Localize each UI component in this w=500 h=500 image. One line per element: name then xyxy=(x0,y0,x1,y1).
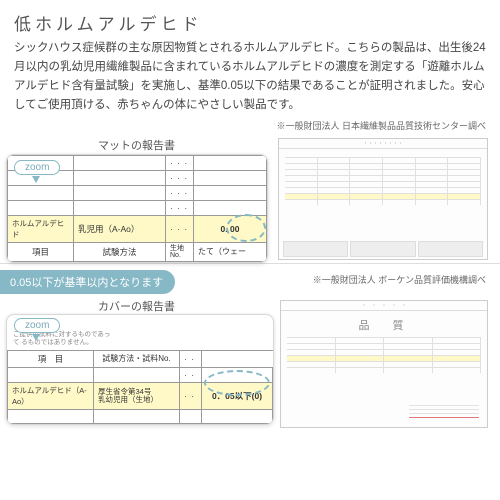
report-label-cover: カバーの報告書 xyxy=(98,298,175,314)
report-section-cover: カバーの報告書 ご提供の試料に対するものであっ て るものではありません。 項 … xyxy=(0,296,500,434)
zoom-arrow-mat xyxy=(32,176,40,183)
zoom-pill-cover[interactable]: zoom xyxy=(14,318,60,333)
thumb-footer xyxy=(283,241,483,257)
body-text: シックハウス症候群の主な原因物質とされるホルムアルデヒド。こちらの製品は、出生後… xyxy=(0,39,500,119)
cell-method-2: 厚生省令第34号 乳幼児用（生地） xyxy=(94,382,180,409)
doc-thumb-cover: ・ ・ ・ ・ ・ 品 質 xyxy=(280,300,488,428)
zoom-arrow-cover xyxy=(32,334,40,341)
thumb-header-2: ・ ・ ・ ・ ・ xyxy=(281,301,487,311)
thumb-title-2: 品 質 xyxy=(281,311,487,335)
thumb-lines xyxy=(409,405,479,421)
cell-substance-2: ホルムアルデヒド（A-Ao） xyxy=(8,382,94,409)
value-circle-cover xyxy=(204,370,270,396)
hdr-item-2: 項 目 xyxy=(8,350,94,367)
value-circle-mat xyxy=(226,214,266,242)
hdr-method-2: 試験方法・試料No. xyxy=(94,350,180,367)
callout-row: 0.05以下が基準以内となります ※一般財団法人 ボーケン品質評価機構調べ xyxy=(0,264,500,296)
zoom-pill-mat[interactable]: zoom xyxy=(14,160,60,175)
report-section-mat: マットの報告書 · · · · · · · · · · · · ホルムアルデヒド… xyxy=(0,134,500,264)
doc-thumb-mat: ・・・・・・・・ xyxy=(278,138,488,260)
threshold-callout: 0.05以下が基準以内となります xyxy=(0,270,175,294)
note-text: ご提供の試料に対するものであっ て るものではありません。 xyxy=(13,331,274,348)
footnote-2: ※一般財団法人 ボーケン品質評価機構調べ xyxy=(313,273,486,286)
hdr-fabric: 生地No. xyxy=(166,242,194,261)
report-label-mat: マットの報告書 xyxy=(98,137,175,153)
hdr-item: 項目 xyxy=(8,242,74,261)
page-title: 低ホルムアルデヒド xyxy=(0,0,500,39)
thumb-table-2 xyxy=(287,337,481,373)
cell-substance: ホルムアルデヒド xyxy=(8,215,74,242)
cell-method: 乳児用（A-Ao） xyxy=(74,215,166,242)
thumb-header: ・・・・・・・・ xyxy=(279,139,487,149)
thumb-table xyxy=(285,157,481,205)
hdr-tate: たて（ウェー xyxy=(194,242,267,261)
hdr-method: 試験方法 xyxy=(74,242,166,261)
footnote-1: ※一般財団法人 日本繊維製品品質技術センター調べ xyxy=(0,119,500,134)
